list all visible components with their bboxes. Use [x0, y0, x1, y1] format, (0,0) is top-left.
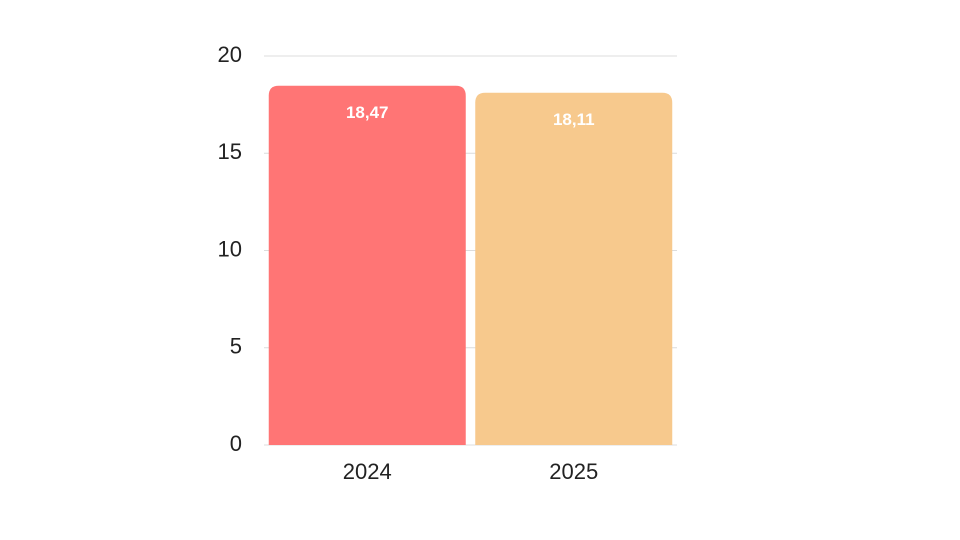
value-label: 18,47 — [346, 103, 389, 122]
y-tick-label: 15 — [218, 139, 242, 164]
bar — [268, 85, 466, 446]
x-tick-label: 2025 — [549, 459, 598, 484]
y-tick-label: 5 — [230, 334, 242, 359]
value-label: 18,11 — [553, 110, 595, 129]
bar — [475, 92, 673, 445]
y-tick-label: 10 — [218, 236, 242, 261]
y-tick-label: 20 — [218, 42, 242, 67]
y-tick-label: 0 — [230, 431, 242, 456]
x-tick-label: 2024 — [343, 459, 392, 484]
